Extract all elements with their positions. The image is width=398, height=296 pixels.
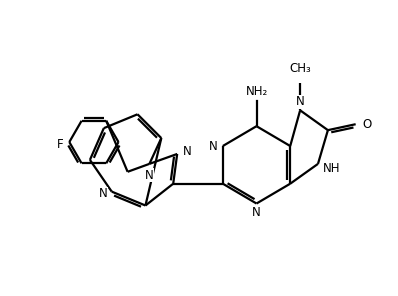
Text: N: N xyxy=(252,205,261,218)
Text: NH: NH xyxy=(323,162,340,175)
Text: N: N xyxy=(183,145,192,158)
Text: NH₂: NH₂ xyxy=(246,86,267,99)
Text: N: N xyxy=(209,139,218,152)
Text: F: F xyxy=(57,138,63,151)
Text: N: N xyxy=(99,187,108,200)
Text: CH₃: CH₃ xyxy=(289,62,311,75)
Text: O: O xyxy=(363,118,372,131)
Text: N: N xyxy=(145,169,154,182)
Text: N: N xyxy=(296,95,304,108)
